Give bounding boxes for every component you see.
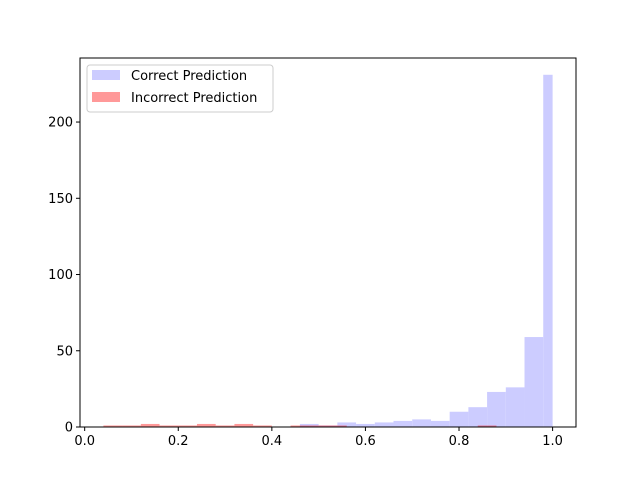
bar-correct-3 bbox=[356, 423, 375, 427]
bar-correct-13 bbox=[543, 74, 553, 427]
x-tick-label: 0.0 bbox=[74, 434, 95, 449]
bar-incorrect-12 bbox=[477, 425, 497, 427]
bar-correct-4 bbox=[374, 422, 394, 427]
bar-incorrect-2 bbox=[140, 423, 160, 427]
bar-incorrect-11 bbox=[328, 425, 347, 427]
bar-correct-6 bbox=[412, 419, 431, 427]
bar-incorrect-1 bbox=[122, 425, 141, 427]
axes-frame bbox=[79, 57, 577, 428]
bar-incorrect-8 bbox=[253, 425, 272, 427]
bar-incorrect-5 bbox=[196, 423, 216, 427]
legend-swatch-incorrect bbox=[92, 92, 120, 102]
bar-incorrect-10 bbox=[309, 425, 328, 427]
x-tick-label: 1.0 bbox=[542, 434, 563, 449]
bar-correct-1 bbox=[318, 425, 338, 427]
incorrect-series-bars bbox=[103, 423, 497, 427]
y-tick-label: 0 bbox=[65, 421, 73, 436]
bar-correct-7 bbox=[430, 420, 450, 427]
y-tick-label: 150 bbox=[48, 192, 73, 207]
correct-series-bars bbox=[299, 74, 553, 427]
bar-incorrect-6 bbox=[215, 425, 235, 427]
legend-box bbox=[86, 64, 274, 113]
bar-correct-11 bbox=[505, 387, 525, 427]
bar-correct-2 bbox=[337, 422, 357, 427]
y-tick-label: 100 bbox=[48, 268, 73, 283]
bar-correct-12 bbox=[524, 337, 544, 427]
bar-incorrect-4 bbox=[178, 425, 197, 427]
legend-swatch-correct bbox=[92, 70, 120, 80]
y-axis-ticks: 0 50 100 150 200 bbox=[48, 116, 80, 436]
x-tick-label: 0.8 bbox=[449, 434, 470, 449]
x-tick-label: 0.2 bbox=[168, 434, 189, 449]
bar-correct-10 bbox=[487, 391, 506, 427]
y-tick-label: 200 bbox=[48, 116, 73, 131]
legend: Correct Prediction Incorrect Prediction bbox=[86, 64, 274, 113]
bar-incorrect-7 bbox=[234, 423, 254, 427]
x-tick-label: 0.4 bbox=[262, 434, 283, 449]
bar-incorrect-0 bbox=[103, 425, 123, 427]
bar-incorrect-9 bbox=[290, 425, 310, 427]
bar-incorrect-3 bbox=[159, 425, 179, 427]
x-tick-label: 0.6 bbox=[355, 434, 376, 449]
legend-label-incorrect: Incorrect Prediction bbox=[131, 91, 257, 106]
x-axis-ticks: 0.0 0.2 0.4 0.6 0.8 1.0 bbox=[74, 427, 563, 449]
bar-correct-0 bbox=[299, 423, 319, 427]
bar-correct-9 bbox=[468, 407, 488, 427]
bar-correct-5 bbox=[393, 420, 413, 427]
bar-correct-8 bbox=[449, 411, 469, 427]
legend-label-correct: Correct Prediction bbox=[131, 69, 247, 84]
y-tick-label: 50 bbox=[56, 344, 73, 359]
